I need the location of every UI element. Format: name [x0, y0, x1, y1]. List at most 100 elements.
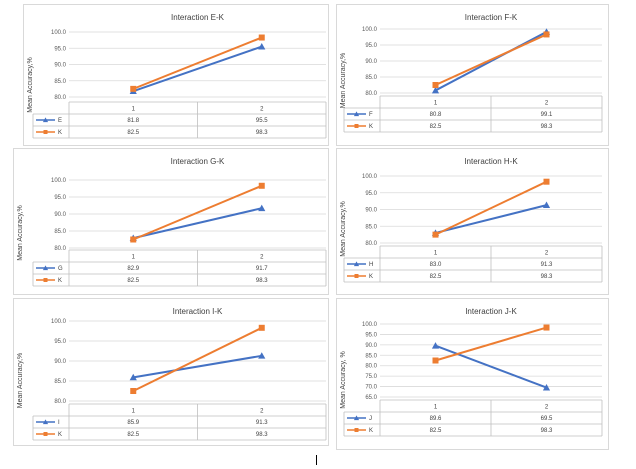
data-point-marker: [258, 324, 265, 331]
x-category-label: 2: [260, 255, 264, 261]
legend-series-name: K: [58, 278, 62, 284]
chart-panel-f-k: Interaction F-K Mean Accuracy,% 100.0 95.0 9…: [336, 4, 609, 146]
data-table-value: 91.3: [256, 420, 268, 426]
x-category-label: 2: [260, 409, 264, 415]
data-point-marker: [258, 43, 266, 50]
chart-panel-h-k: Interaction H-K Mean Accuracy,% 100.0 95.0 9…: [336, 148, 609, 295]
x-category-label: 1: [132, 255, 136, 261]
data-point-marker: [258, 352, 266, 359]
y-tick-label: 85.0: [54, 79, 66, 85]
y-tick-label: 80.0: [365, 91, 377, 97]
legend-key-marker: [42, 419, 49, 425]
series-line-k: [132, 184, 263, 241]
data-table-value: 95.5: [256, 118, 268, 124]
y-tick-label: 85.0: [365, 224, 377, 230]
legend-series-name: K: [369, 428, 373, 434]
series-line-j: [435, 344, 547, 389]
data-table-value: 98.3: [541, 428, 553, 434]
y-tick-label: 80.0: [54, 399, 66, 405]
chart-title: Interaction G-K: [171, 157, 225, 166]
x-category-label: 2: [545, 405, 549, 411]
x-category-label: 1: [132, 409, 136, 415]
text-cursor: [316, 455, 317, 465]
data-table-value: 82.5: [430, 274, 442, 280]
x-category-label: 2: [545, 101, 549, 107]
chart-svg-i-k: Interaction I-K Mean Accuracy,% 100.0 95.0 9…: [17, 307, 327, 441]
x-category-label: 1: [434, 405, 438, 411]
y-tick-label: 95.0: [365, 332, 377, 338]
legend-key-marker: [43, 278, 48, 282]
data-point-marker: [431, 86, 440, 94]
series-line-h: [435, 204, 547, 234]
data-point-marker: [431, 342, 440, 349]
y-tick-label: 90.0: [365, 59, 377, 65]
legend-key-marker: [42, 265, 49, 271]
data-table-value: 98.3: [256, 278, 268, 284]
chart-panel-j-k: Interaction J-K Mean Accuracy, % 100.0 95.0…: [336, 298, 609, 450]
data-point-marker: [543, 31, 550, 38]
chart-svg-h-k: Interaction H-K Mean Accuracy,% 100.0 95.0 9…: [340, 157, 603, 283]
y-tick-label: 85.0: [54, 229, 66, 235]
legend-key-marker: [353, 261, 360, 267]
data-table-value: 91.3: [541, 262, 553, 268]
x-category-label: 1: [434, 101, 438, 107]
data-point-marker: [258, 34, 265, 41]
data-table-value: 89.6: [430, 416, 442, 422]
data-point-marker: [432, 231, 439, 238]
y-tick-label: 95.0: [54, 46, 66, 52]
data-table-value: 98.3: [541, 124, 553, 130]
y-tick-label: 100.0: [51, 30, 67, 36]
chart-title: Interaction E-K: [171, 13, 225, 22]
data-table-value: 99.1: [541, 112, 553, 118]
legend-series-name: J: [369, 416, 372, 422]
legend-key-marker: [43, 130, 48, 134]
y-tick-label: 100.0: [362, 27, 378, 33]
y-tick-label: 90.0: [365, 208, 377, 214]
y-tick-label: 75.0: [365, 374, 377, 380]
y-tick-label: 80.0: [365, 364, 377, 370]
chart-panel-g-k: Interaction G-K Mean Accuracy,% 100.0 95.0 9…: [13, 148, 329, 295]
series-line-f: [435, 30, 547, 92]
chart-panel-i-k: Interaction I-K Mean Accuracy,% 100.0 95.0 9…: [13, 298, 329, 446]
y-tick-label: 85.0: [365, 353, 377, 359]
chart-title: Interaction F-K: [465, 13, 518, 22]
y-tick-label: 65.0: [365, 395, 377, 401]
y-tick-label: 85.0: [54, 379, 66, 385]
y-tick-label: 100.0: [362, 322, 378, 328]
x-category-label: 1: [434, 251, 438, 257]
y-tick-label: 85.0: [365, 75, 377, 81]
legend-key-marker: [42, 117, 49, 123]
data-point-marker: [129, 373, 137, 381]
data-table-value: 82.5: [127, 432, 139, 438]
series-line-k: [435, 180, 547, 236]
chart-svg-f-k: Interaction F-K Mean Accuracy,% 100.0 95.0 9…: [340, 13, 603, 133]
chart-svg-j-k: Interaction J-K Mean Accuracy, % 100.0 95.0…: [340, 307, 603, 437]
data-table-value: 82.5: [127, 278, 139, 284]
data-table-value: 98.3: [256, 130, 268, 136]
data-table-value: 98.3: [256, 432, 268, 438]
series-line-k: [132, 326, 263, 392]
data-point-marker: [543, 324, 550, 331]
y-tick-label: 95.0: [365, 43, 377, 49]
chart-panel-e-k: Interaction E-K Mean Accuracy,% 100.0 95.0 9…: [23, 4, 329, 146]
y-tick-label: 100.0: [362, 174, 378, 180]
series-line-k: [435, 33, 547, 86]
y-tick-label: 70.0: [365, 385, 377, 391]
y-tick-label: 80.0: [54, 95, 66, 101]
chart-title: Interaction J-K: [465, 307, 517, 316]
data-table-value: 80.8: [430, 112, 442, 118]
data-table-value: 82.5: [430, 428, 442, 434]
data-table-value: 82.5: [430, 124, 442, 130]
y-tick-label: 90.0: [54, 212, 66, 218]
legend-series-name: K: [369, 274, 373, 280]
data-table-value: 81.8: [127, 118, 139, 124]
y-axis-label: Mean Accuracy,%: [17, 353, 24, 409]
y-tick-label: 90.0: [54, 359, 66, 365]
chart-svg-g-k: Interaction G-K Mean Accuracy,% 100.0 95.0 9…: [17, 157, 327, 287]
data-table-value: 69.5: [541, 416, 553, 422]
series-line-k: [435, 326, 547, 362]
legend-key-marker: [354, 124, 359, 128]
x-category-label: 2: [545, 251, 549, 257]
y-tick-label: 80.0: [54, 246, 66, 252]
y-axis-label: Mean Accuracy,%: [340, 53, 347, 109]
